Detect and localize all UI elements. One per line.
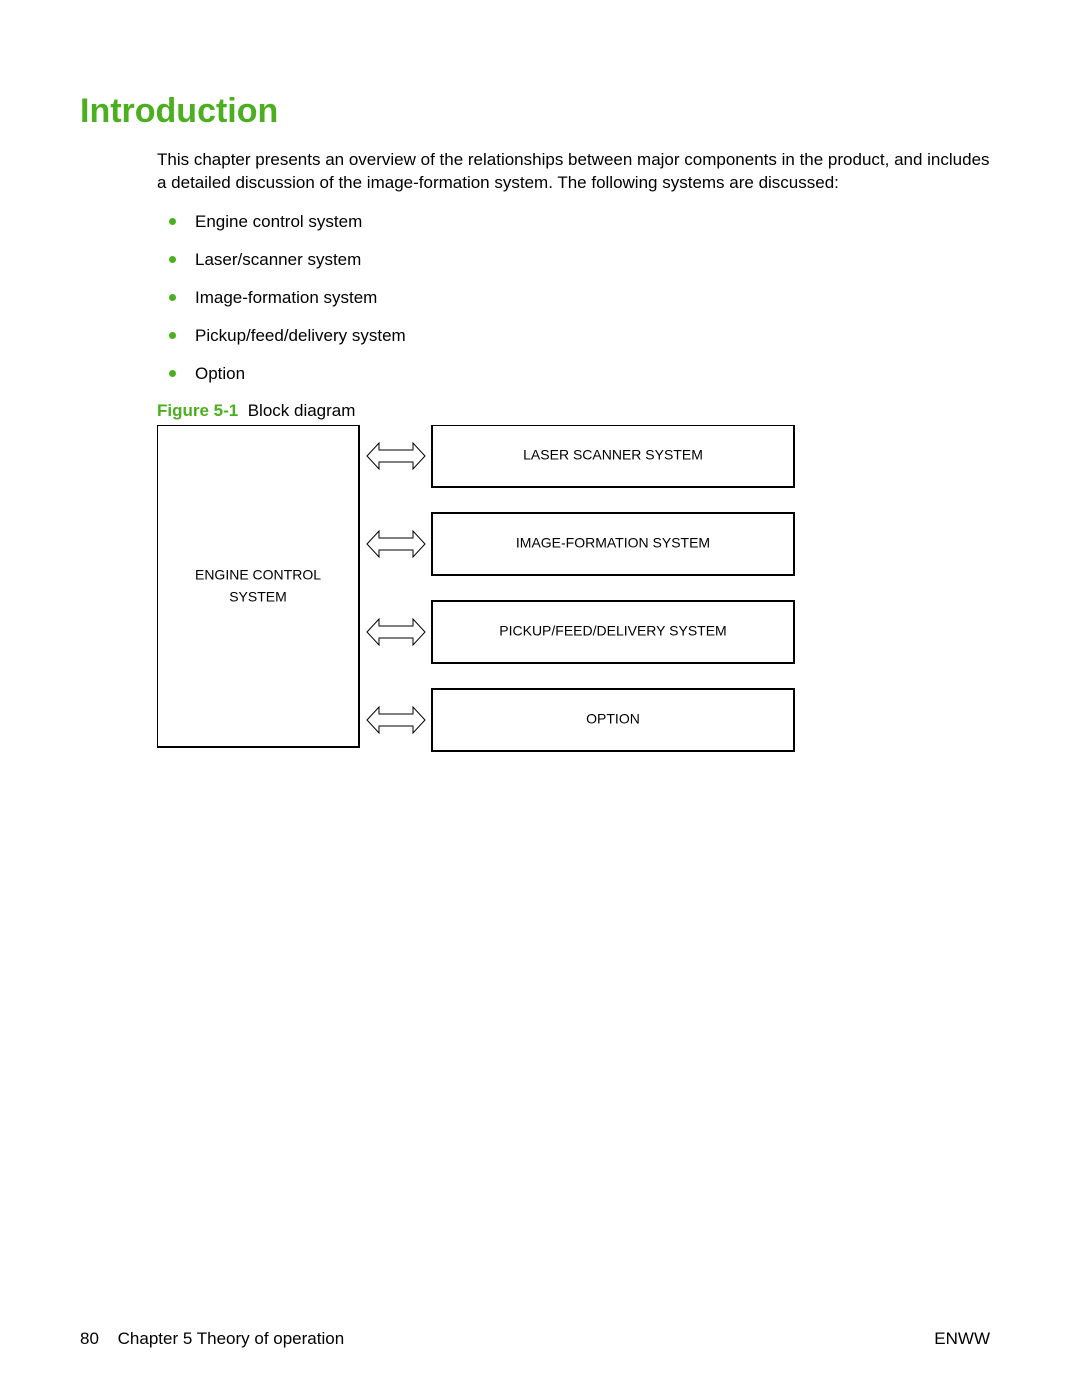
page-title: Introduction — [80, 92, 990, 131]
page-number: 80 — [80, 1329, 99, 1348]
svg-text:ENGINE CONTROL: ENGINE CONTROL — [195, 567, 321, 583]
footer-left: 80 Chapter 5 Theory of operation — [80, 1329, 344, 1349]
intro-paragraph: This chapter presents an overview of the… — [157, 149, 990, 195]
figure-caption-text: Block diagram — [248, 401, 356, 420]
footer-right: ENWW — [934, 1329, 990, 1349]
systems-list: Engine control system Laser/scanner syst… — [157, 211, 990, 385]
figure-caption: Figure 5-1 Block diagram — [157, 401, 990, 421]
svg-text:LASER SCANNER SYSTEM: LASER SCANNER SYSTEM — [523, 447, 703, 463]
svg-text:PICKUP/FEED/DELIVERY SYSTEM: PICKUP/FEED/DELIVERY SYSTEM — [499, 623, 726, 639]
bullet-item: Laser/scanner system — [157, 249, 990, 271]
figure-label: Figure 5-1 — [157, 401, 238, 420]
bullet-item: Engine control system — [157, 211, 990, 233]
block-diagram: ENGINE CONTROL SYSTEM LASER SCANNER SYSTEM… — [157, 425, 797, 755]
bullet-item: Option — [157, 363, 990, 385]
chapter-label: Chapter 5 Theory of operation — [118, 1329, 345, 1348]
page-footer: 80 Chapter 5 Theory of operation ENWW — [80, 1329, 990, 1349]
block-diagram-svg: ENGINE CONTROL SYSTEM LASER SCANNER SYSTEM… — [157, 425, 797, 755]
bullet-item: Image-formation system — [157, 287, 990, 309]
bullet-item: Pickup/feed/delivery system — [157, 325, 990, 347]
svg-text:IMAGE-FORMATION SYSTEM: IMAGE-FORMATION SYSTEM — [516, 535, 710, 551]
svg-text:SYSTEM: SYSTEM — [229, 589, 287, 605]
svg-text:OPTION: OPTION — [586, 711, 640, 727]
document-page: Introduction This chapter presents an ov… — [0, 0, 1080, 1397]
